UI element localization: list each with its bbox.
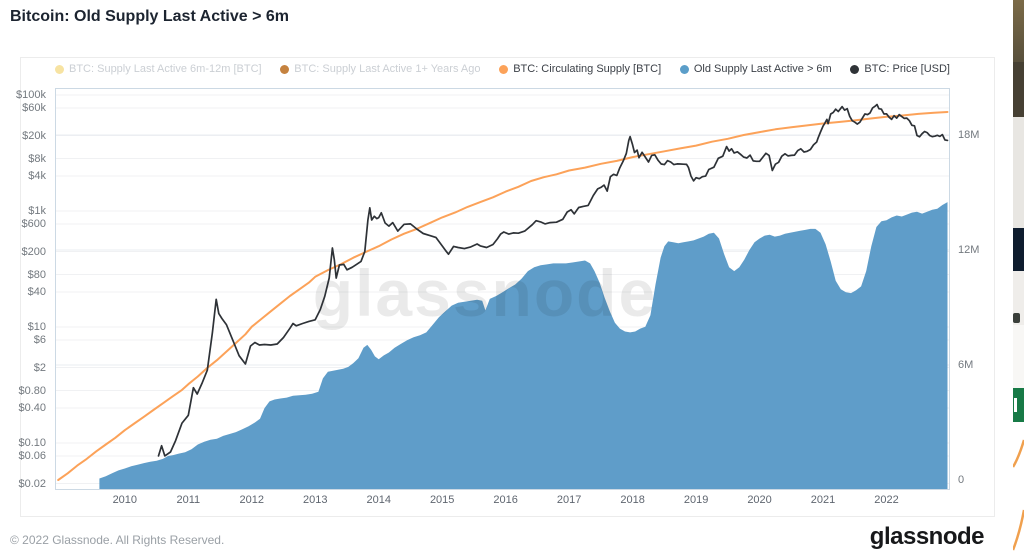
year-tick-label: 2021 [810,494,836,506]
price-tick-label: $200 [21,245,46,258]
price-tick-label: $1k [28,205,46,217]
glassnode-watermark: glassnode [313,256,657,330]
price-tick-label: $20k [22,129,46,142]
price-tick-label: $8k [28,152,46,165]
year-tick-label: 2018 [620,494,645,506]
legend-dot-icon [280,64,290,74]
legend-dot-icon [850,64,860,74]
year-tick-label: 2014 [366,494,391,506]
price-tick-label: $0.10 [18,437,46,449]
price-tick-label: $600 [21,217,46,230]
plot-svg[interactable]: glassnode [55,88,950,490]
year-tick-label: 2012 [239,494,264,506]
legend-item-2[interactable]: BTC: Circulating Supply [BTC] [499,63,661,75]
chart-legend: BTC: Supply Last Active 6m-12m [BTC] BTC:… [55,63,950,75]
glassnode-logo: glassnode [869,523,985,550]
year-tick-label: 2017 [556,494,582,506]
legend-item-3[interactable]: Old Supply Last Active > 6m [679,63,832,75]
price-tick-label: $0.06 [18,449,46,462]
legend-item-label: BTC: Price [USD] [864,63,950,75]
year-tick-label: 2011 [176,494,201,506]
copyright-text: © 2022 Glassnode. All Rights Reserved. [10,533,225,547]
old-supply-area-series [99,202,948,490]
legend-item-1[interactable]: BTC: Supply Last Active 1+ Years Ago [280,63,480,75]
price-tick-label: $40 [27,286,46,299]
price-tick-label: $2 [33,361,46,374]
page-title: Bitcoin: Old Supply Last Active > 6m [10,8,290,25]
year-tick-label: 2015 [429,494,455,506]
supply-tick-label: 0 [958,474,965,486]
supply-axis: 18M 12M 6M 0 [958,88,998,490]
price-tick-label: $100k [16,89,46,101]
plot-border [55,88,950,490]
price-tick-label: $0.40 [18,402,46,415]
price-tick-label: $6 [33,333,46,346]
year-tick-label: 2022 [874,494,899,506]
year-tick-label: 2016 [493,494,518,506]
background-window-strip [1013,0,1024,553]
legend-dot-icon [499,64,509,74]
year-tick-label: 2019 [683,494,709,506]
legend-item-4[interactable]: BTC: Price [USD] [850,63,950,75]
legend-item-label: Old Supply Last Active > 6m [693,63,832,75]
price-tick-label: $0.80 [18,384,46,397]
year-tick-label: 2020 [747,494,772,506]
year-tick-label: 2013 [302,494,328,506]
year-tick-label: 2010 [112,494,138,506]
legend-item-label: BTC: Circulating Supply [BTC] [513,63,662,75]
price-tick-label: $60k [22,101,46,114]
legend-item-label: BTC: Supply Last Active 1+ Years Ago [294,63,481,75]
supply-tick-label: 18M [958,129,980,141]
legend-item-0[interactable]: BTC: Supply Last Active 6m-12m [BTC] [55,63,262,75]
price-axis: $100k $60k $20k $8k $4k $1k $600 $200 $80 $40 $10 $… [0,88,48,490]
btc-price-line-series [157,103,949,457]
price-tick-label: $10 [27,321,46,333]
supply-tick-label: 12M [958,244,980,256]
price-tick-label: $80 [27,268,46,281]
supply-tick-label: 6M [958,359,974,371]
year-axis: 2010 2011 2012 2013 2014 2015 2016 2017 2018 2019… [0,494,1024,510]
price-tick-label: $0.02 [18,477,46,490]
legend-dot-icon [679,64,689,74]
legend-dot-icon [55,64,64,74]
legend-item-label: BTC: Supply Last Active 6m-12m [BTC] [69,63,262,75]
price-tick-label: $4k [28,170,46,183]
